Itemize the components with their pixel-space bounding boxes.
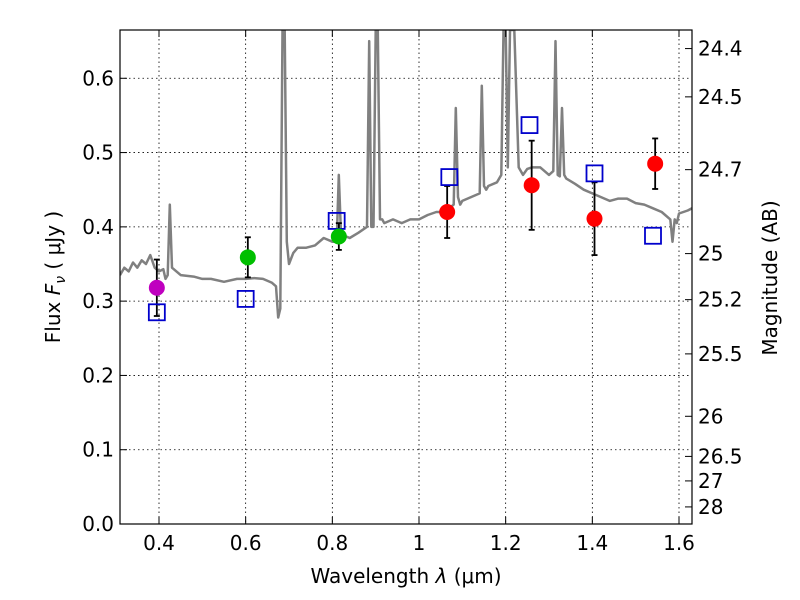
x-axis-label: Wavelength λ (μm) [310, 564, 501, 588]
x-tick-label: 0.6 [230, 531, 262, 555]
y2-tick-label: 28 [698, 495, 723, 519]
x-axis-ticks: 0.4 0.6 0.8 1 1.2 1.4 1.6 [143, 30, 695, 555]
y-tick-label: 0.4 [82, 215, 114, 239]
y2-tick-label: 24.5 [698, 85, 743, 109]
y-axis-label: Flux Fν ( μJy ) [41, 211, 69, 343]
y2-axis-label: Magnitude (AB) [758, 200, 782, 355]
observed-flux-point [647, 155, 664, 172]
y-tick-label: 0.3 [82, 289, 114, 313]
plot-frame [119, 29, 693, 525]
observed-flux-point [239, 249, 256, 266]
y-tick-label: 0.1 [82, 438, 114, 462]
observed-flux-point [523, 177, 540, 194]
y2-tick-label: 24.7 [698, 158, 743, 182]
model-flux-square [147, 303, 166, 322]
model-flux-square [236, 290, 255, 308]
y2-tick-label: 25.2 [698, 288, 743, 312]
y2-tick-label: 27 [698, 469, 723, 493]
y2-tick-label: 26 [698, 404, 723, 428]
x-tick-label: 1.2 [490, 531, 522, 555]
model-spectrum [120, 30, 692, 319]
y2-tick-label: 25 [698, 242, 723, 266]
y-axis-ticks: 0.0 0.1 0.2 0.3 0.4 0.5 0.6 [82, 66, 127, 536]
observed-flux-point [148, 279, 165, 296]
y-tick-label: 0.6 [82, 66, 114, 90]
x-tick-label: 1.4 [576, 531, 608, 555]
y-tick-label: 0.0 [82, 512, 114, 536]
y-tick-label: 0.2 [82, 363, 114, 387]
y2-tick-label: 24.4 [698, 37, 743, 61]
y2-tick-label: 26.5 [698, 444, 743, 468]
observed-flux-points [148, 155, 664, 296]
model-flux-square [520, 116, 539, 134]
model-flux-square [585, 164, 604, 183]
x-tick-label: 1.6 [663, 531, 695, 555]
model-flux-square [440, 168, 459, 186]
observed-flux-point [439, 204, 456, 220]
x-tick-label: 0.8 [316, 531, 348, 555]
plot-background [120, 30, 692, 524]
model-flux-square [644, 226, 662, 245]
observed-flux-point [586, 210, 603, 227]
observed-flux-point [330, 228, 347, 245]
model-spectrum-line [120, 30, 692, 319]
y2-tick-label: 25.5 [698, 342, 743, 366]
x-tick-label: 1 [413, 531, 426, 555]
x-tick-label: 0.4 [143, 531, 175, 555]
y-tick-label: 0.5 [82, 141, 114, 165]
